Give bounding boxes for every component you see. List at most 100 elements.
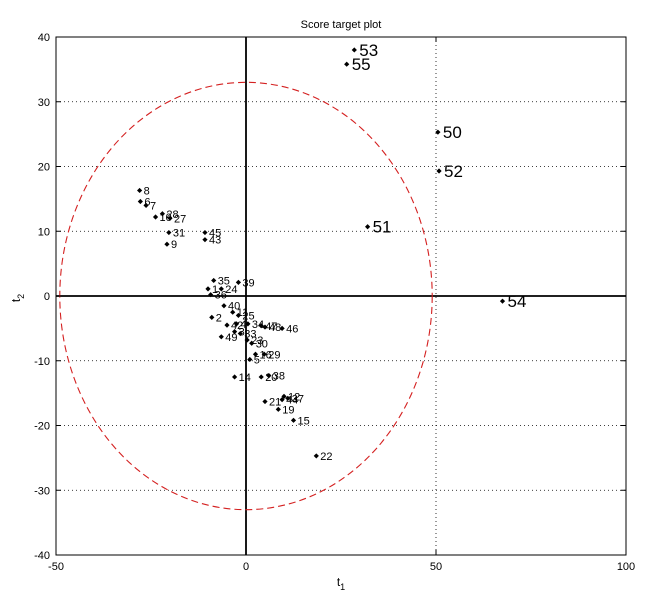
y-axis-ticks: -40 -30 -20 -10 0 10 20 30 40 (34, 32, 626, 562)
data-point-marker (258, 323, 264, 329)
data-point-marker (202, 237, 208, 243)
data-point-label: 10 (160, 212, 172, 224)
data-point-marker (143, 202, 149, 208)
data-point-label: 42 (231, 320, 243, 332)
data-point-label: 45 (209, 228, 221, 240)
data-point-label: 51 (373, 218, 392, 237)
data-point-label: 25 (242, 310, 254, 322)
y-axis-label: t2 (9, 294, 26, 302)
y-tick-label: 0 (44, 291, 50, 303)
data-point-label: 8 (144, 185, 150, 197)
data-point-marker (137, 198, 143, 205)
x-tick-label: 50 (430, 561, 442, 573)
data-point-marker (218, 334, 224, 340)
data-point-marker (244, 337, 250, 343)
x-axis-label: t1 (337, 575, 345, 592)
x-tick-label: 0 (243, 561, 249, 573)
data-point-marker (266, 373, 272, 379)
data-point-marker (279, 325, 285, 331)
data-point-label: 15 (298, 415, 310, 427)
data-point-label: 21 (269, 397, 281, 409)
grid-lines (56, 37, 626, 555)
data-point-marker (252, 351, 259, 357)
data-point-marker (205, 286, 211, 292)
data-point-marker (285, 395, 291, 401)
data-point-marker (344, 61, 350, 67)
data-point-marker (208, 292, 214, 298)
data-point-marker (249, 340, 255, 346)
data-point-label: 38 (273, 371, 285, 383)
data-point-marker (233, 321, 240, 327)
data-point-label: 12 (288, 391, 300, 403)
data-point-marker (230, 309, 236, 315)
data-point-marker (258, 374, 264, 380)
data-point-label: 9 (171, 239, 177, 251)
data-point-label: 36 (215, 290, 227, 302)
data-point-label: 47 (265, 321, 277, 333)
chart-title: Score target plot (301, 19, 382, 31)
data-point-marker (247, 356, 253, 363)
y-tick-label: 10 (38, 226, 50, 238)
data-point-label: 35 (218, 275, 230, 287)
data-point-label: 43 (209, 235, 221, 247)
data-point-label: 39 (242, 277, 254, 289)
data-point-label: 19 (282, 404, 294, 416)
data-point-marker (436, 168, 442, 174)
data-point-label: 7 (150, 200, 156, 212)
data-point-label: 48 (269, 322, 281, 334)
y-tick-label: -10 (34, 356, 50, 368)
data-point-marker (167, 215, 173, 221)
data-point-label: 54 (508, 292, 527, 311)
data-point-label: 23 (251, 335, 263, 347)
data-point-label: 30 (256, 338, 268, 350)
data-point-marker (313, 453, 319, 459)
data-point-marker (235, 312, 241, 319)
data-point-marker (137, 187, 143, 194)
data-point-marker (224, 322, 230, 328)
data-point-marker (232, 329, 238, 335)
data-point-marker (159, 211, 165, 217)
data-point-marker (235, 279, 241, 286)
data-point-label: 52 (444, 162, 463, 181)
y-tick-label: -20 (34, 421, 50, 433)
data-point-label: 6 (144, 196, 150, 208)
data-point-label: 33 (244, 329, 256, 341)
x-tick-label: 100 (617, 561, 635, 573)
data-point-label: 53 (359, 41, 378, 60)
data-point-label: 5 (254, 354, 260, 366)
data-point-marker (164, 241, 170, 247)
data-point-label: 50 (443, 123, 462, 142)
data-point-marker (211, 277, 217, 284)
y-tick-label: -30 (34, 485, 50, 497)
data-point-marker (232, 374, 238, 380)
data-point-label: 46 (286, 323, 298, 335)
data-point-label: 1 (212, 284, 218, 296)
data-point-marker (262, 324, 268, 330)
data-point-label: 2 (216, 312, 222, 324)
data-point-marker (221, 303, 227, 309)
data-point-marker (166, 229, 172, 236)
data-point-label: 27 (174, 213, 186, 225)
data-point-marker (275, 406, 281, 412)
x-tick-label: -50 (48, 561, 64, 573)
y-tick-label: -40 (34, 550, 50, 562)
data-point-marker (351, 47, 357, 53)
data-point-marker (245, 321, 251, 327)
data-point-marker (152, 214, 159, 220)
data-point-marker (365, 224, 371, 230)
data-point-marker (435, 129, 441, 135)
data-point-label: 55 (352, 55, 371, 74)
data-point-marker (261, 351, 267, 357)
data-point-label: 49 (225, 332, 237, 344)
y-tick-label: 40 (38, 32, 50, 44)
data-point-label: 4 (241, 319, 247, 331)
data-point-marker (218, 286, 224, 292)
data-point-label: 11 (237, 307, 248, 319)
data-point-label: 22 (320, 451, 332, 463)
data-point-label: 40 (228, 301, 240, 313)
data-point-label: 37 (292, 393, 304, 405)
data-point-marker (262, 398, 268, 405)
y-tick-label: 20 (38, 162, 50, 174)
